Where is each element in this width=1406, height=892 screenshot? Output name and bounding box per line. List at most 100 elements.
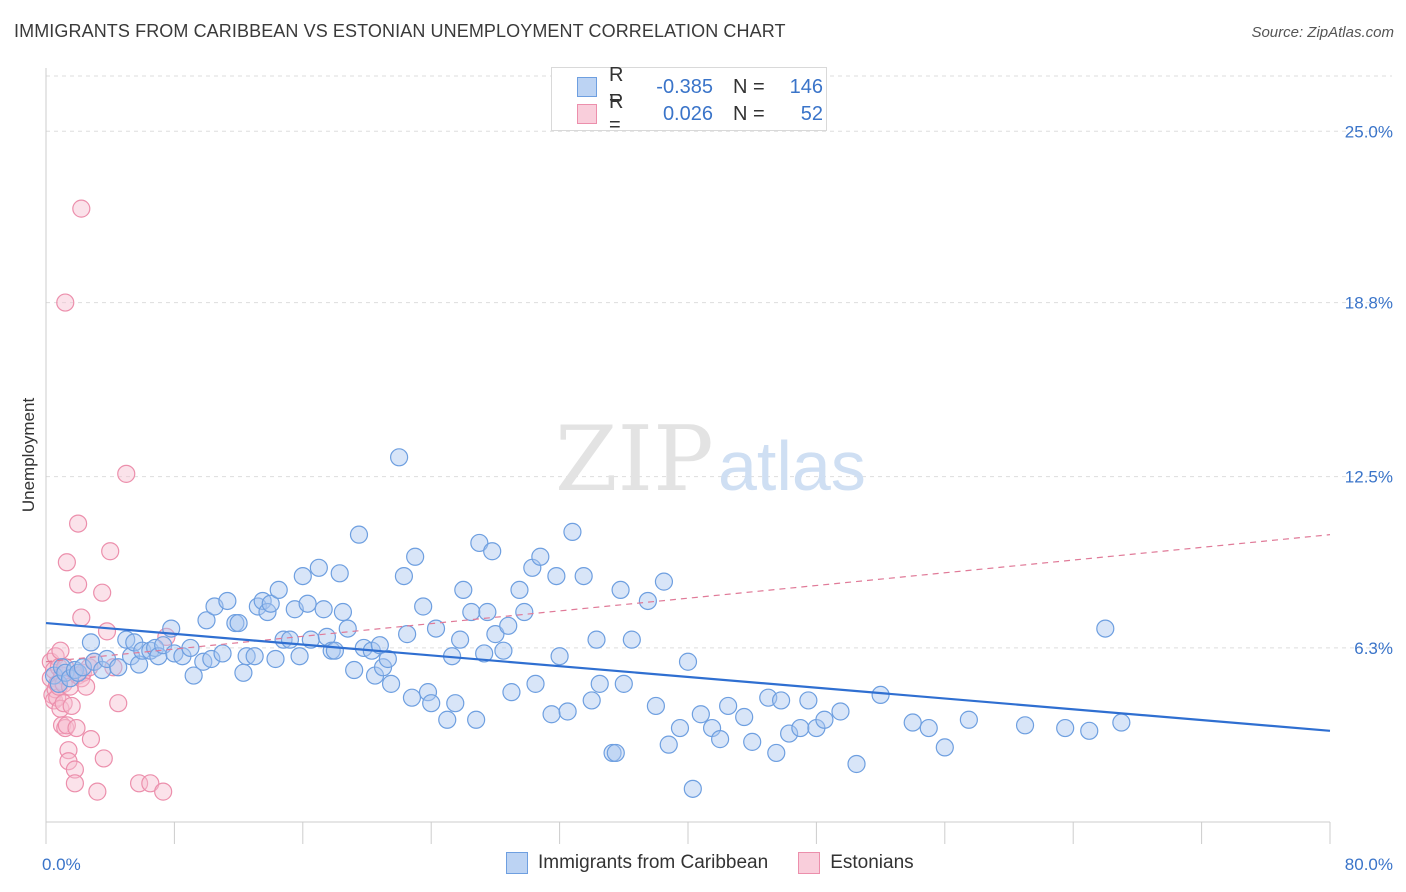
data-point-caribbean xyxy=(414,597,433,616)
y-tick-label: 18.8% xyxy=(1345,294,1393,313)
data-point-caribbean xyxy=(454,580,473,600)
legend-r-value: -0.385 xyxy=(656,75,713,98)
data-point-estonians xyxy=(81,730,101,749)
legend-r-label: R = xyxy=(609,64,624,109)
data-point-caribbean xyxy=(245,647,264,666)
data-point-estonians xyxy=(97,622,117,641)
data-point-estonians xyxy=(93,583,112,602)
data-point-caribbean xyxy=(229,613,248,633)
data-point-caribbean xyxy=(622,630,641,649)
data-point-caribbean xyxy=(582,691,601,710)
legend-r-value: 0.026 xyxy=(662,102,713,125)
series-legend: Immigrants from Caribbean Estonians xyxy=(506,852,944,874)
legend-n-label: N = xyxy=(733,102,765,125)
data-point-caribbean xyxy=(590,674,609,693)
data-point-caribbean xyxy=(499,616,518,635)
data-point-caribbean xyxy=(574,566,593,586)
data-point-caribbean xyxy=(293,566,312,586)
data-point-caribbean xyxy=(338,619,357,638)
data-point-caribbean xyxy=(791,718,810,738)
data-point-estonians xyxy=(117,464,136,483)
legend-swatch-blue xyxy=(577,77,597,97)
data-point-caribbean xyxy=(213,644,232,663)
data-point-caribbean xyxy=(345,660,364,680)
data-point-caribbean xyxy=(266,649,285,669)
data-point-estonians xyxy=(154,782,173,801)
x-tick-label-min: 0.0% xyxy=(42,855,81,874)
data-point-estonians xyxy=(101,542,120,561)
data-point-caribbean xyxy=(470,533,489,553)
data-point-caribbean xyxy=(483,542,502,561)
data-point-estonians xyxy=(68,575,88,594)
data-point-caribbean xyxy=(309,558,328,577)
data-point-estonians xyxy=(94,749,113,768)
data-point-caribbean xyxy=(531,547,550,566)
data-point-estonians xyxy=(62,696,81,716)
data-point-caribbean xyxy=(735,707,754,727)
data-point-caribbean xyxy=(654,572,674,591)
y-tick-label: 12.5% xyxy=(1345,468,1393,487)
legend-row-estonians: R = 0.026 N = 52 xyxy=(552,91,823,136)
legend-r-label: R = xyxy=(609,91,624,136)
watermark: ZIP atlas xyxy=(555,407,866,512)
data-point-caribbean xyxy=(847,754,866,774)
legend-n-value: 146 xyxy=(789,75,823,98)
source-credit: Source: ZipAtlas.com xyxy=(1251,24,1394,41)
data-point-caribbean xyxy=(547,566,566,586)
data-point-caribbean xyxy=(197,611,216,630)
data-point-caribbean xyxy=(1015,716,1035,735)
data-point-caribbean xyxy=(261,594,280,613)
data-point-estonians xyxy=(65,760,84,779)
legend-swatch-pink xyxy=(798,852,821,874)
data-point-caribbean xyxy=(1112,713,1131,732)
data-point-caribbean xyxy=(780,724,799,743)
data-point-caribbean xyxy=(510,580,529,600)
data-point-caribbean xyxy=(330,564,349,583)
data-point-caribbean xyxy=(1080,721,1099,740)
data-point-caribbean xyxy=(871,685,890,705)
data-point-caribbean xyxy=(587,630,606,649)
data-point-estonians xyxy=(57,553,76,572)
data-point-caribbean xyxy=(202,649,221,669)
data-point-caribbean xyxy=(394,566,414,586)
data-point-caribbean xyxy=(349,525,369,544)
trend-lines xyxy=(45,534,1331,732)
data-point-caribbean xyxy=(683,779,702,798)
data-point-caribbean xyxy=(462,602,481,622)
data-point-caribbean xyxy=(390,448,409,467)
data-point-caribbean xyxy=(422,694,441,713)
data-point-caribbean xyxy=(317,627,336,646)
estonians-points xyxy=(41,199,176,801)
data-point-caribbean xyxy=(370,636,389,655)
data-point-caribbean xyxy=(1056,718,1075,738)
data-point-caribbean xyxy=(298,594,317,613)
data-point-caribbean xyxy=(378,649,397,669)
data-point-estonians xyxy=(88,782,107,801)
data-point-caribbean xyxy=(494,641,513,660)
data-point-caribbean xyxy=(398,625,417,644)
data-point-estonians xyxy=(72,608,91,627)
data-point-caribbean xyxy=(563,522,582,541)
data-point-caribbean xyxy=(280,630,300,649)
legend-item-estonians[interactable]: Estonians xyxy=(798,852,914,874)
legend-row-caribbean: R = -0.385 N = 146 xyxy=(552,64,823,109)
data-point-caribbean xyxy=(234,663,253,682)
data-point-caribbean xyxy=(558,702,577,721)
legend-item-caribbean[interactable]: Immigrants from Caribbean xyxy=(506,852,768,874)
data-point-caribbean xyxy=(799,691,818,710)
data-point-caribbean xyxy=(831,702,850,721)
data-point-caribbean xyxy=(73,658,93,677)
legend-n-label: N = xyxy=(733,75,765,98)
data-point-caribbean xyxy=(502,683,521,702)
data-point-caribbean xyxy=(381,674,401,693)
y-tick-labels: 6.3% 12.5% 18.8% 25.0% xyxy=(1345,122,1393,658)
data-point-caribbean xyxy=(550,647,569,666)
data-point-caribbean xyxy=(743,732,762,751)
data-point-caribbean xyxy=(767,743,786,763)
data-point-caribbean xyxy=(959,710,978,729)
legend-swatch-pink xyxy=(577,104,597,124)
data-point-caribbean xyxy=(81,633,101,652)
data-point-caribbean xyxy=(290,647,309,666)
data-point-caribbean xyxy=(1096,619,1115,638)
data-point-caribbean xyxy=(646,696,666,716)
